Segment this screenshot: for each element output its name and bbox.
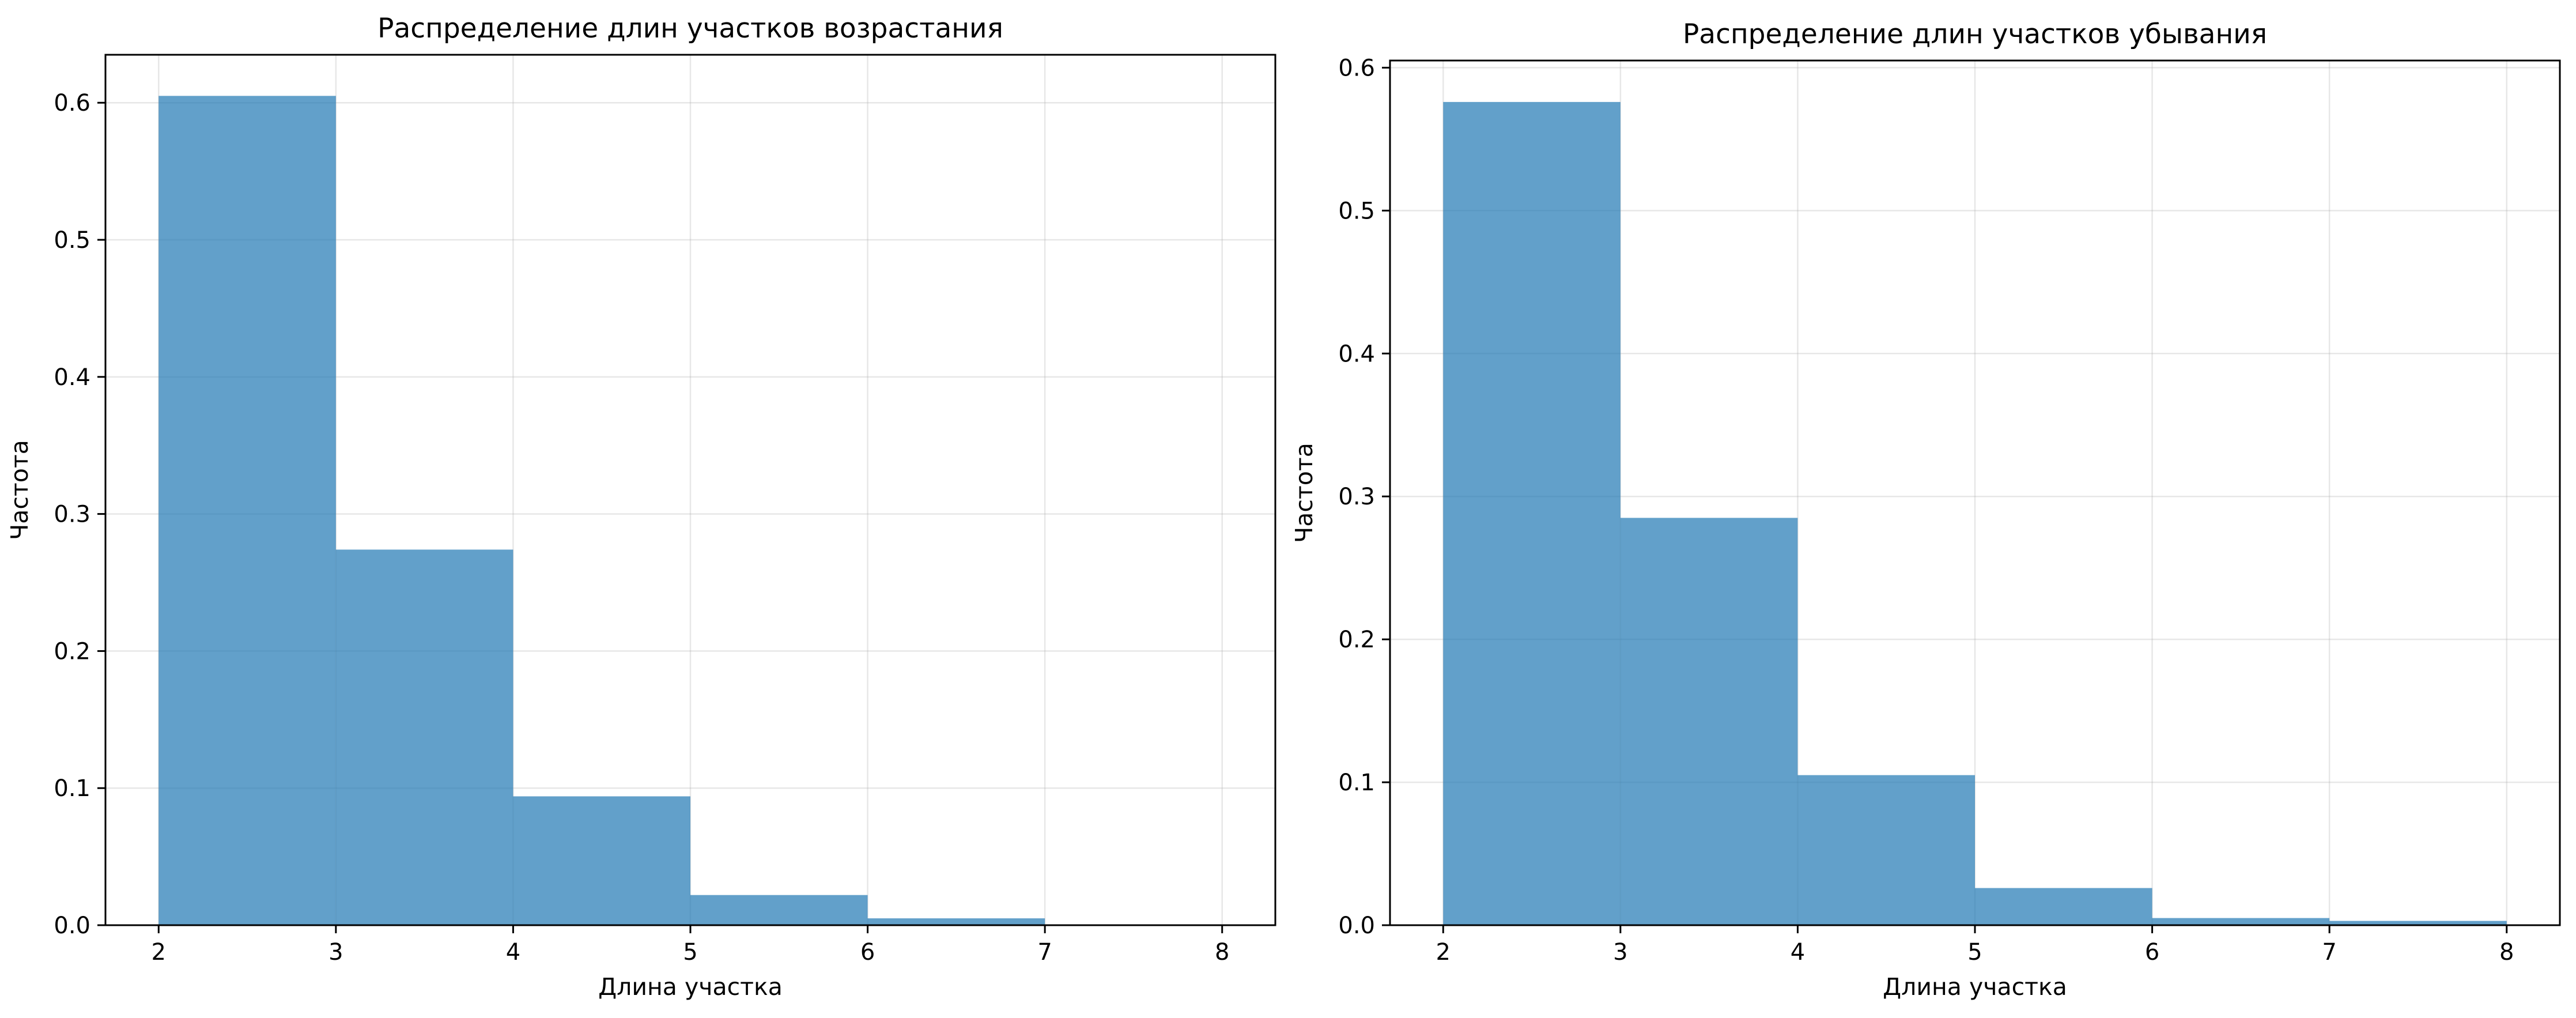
x-tick-label: 6: [860, 939, 875, 966]
histogram-bar: [1443, 101, 1621, 925]
histogram-bar: [158, 96, 336, 925]
x-tick-label: 3: [328, 939, 343, 966]
x-tick-label: 5: [683, 939, 697, 966]
x-tick-label: 2: [152, 939, 166, 966]
y-tick-label: 0.2: [1338, 627, 1375, 653]
x-tick-label: 4: [506, 939, 520, 966]
histogram-bar: [1620, 518, 1798, 925]
x-tick-label: 8: [1215, 939, 1229, 966]
histogram-bars: [158, 96, 1045, 925]
y-tick-label: 0.6: [54, 90, 90, 116]
chart-decreasing-runs: 2 3 4 5 6 7 8 0.0 0.1 0.2 0.3 0.4 0.5 0.6 Распределени…: [1290, 18, 2561, 1001]
y-axis-label: Частота: [6, 440, 33, 540]
x-axis-label: Длина участка: [1883, 973, 2067, 1001]
y-tick-label: 0.5: [1338, 198, 1375, 224]
histogram-bars: [1443, 101, 2507, 925]
histogram-bar: [1975, 888, 2152, 925]
x-tick-label: 8: [2499, 939, 2514, 966]
y-tick-label: 0.5: [54, 227, 90, 254]
x-axis-label: Длина участка: [598, 973, 783, 1001]
histogram-bar: [335, 549, 513, 925]
histogram-bar: [1797, 775, 1975, 925]
chart-title: Распределение длин участков убывания: [1683, 18, 2267, 50]
y-tick-label: 0.1: [54, 775, 90, 802]
y-tick-label: 0.1: [1338, 770, 1375, 796]
x-tick-label: 4: [1791, 939, 1805, 966]
histogram-bar: [867, 918, 1045, 925]
x-tick-label: 3: [1613, 939, 1627, 966]
chart-title: Распределение длин участков возрастания: [377, 13, 1003, 44]
y-tick-label: 0.6: [1338, 55, 1375, 81]
x-tick-label: 6: [2145, 939, 2159, 966]
y-tick-label: 0.0: [54, 913, 90, 939]
histogram-bar: [2329, 921, 2507, 925]
x-tick-label: 2: [1436, 939, 1451, 966]
y-tick-label: 0.0: [1338, 913, 1375, 939]
y-tick-label: 0.3: [1338, 484, 1375, 510]
histogram-bar: [690, 895, 868, 925]
y-axis-label: Частота: [1290, 443, 1318, 543]
x-tick-label: 7: [2322, 939, 2336, 966]
chart-increasing-runs: 2 3 4 5 6 7 8 0.0 0.1 0.2 0.3 0.4 0.5 0.6 Распределени…: [6, 13, 1276, 1001]
histogram-bar: [2152, 918, 2330, 925]
y-tick-label: 0.4: [1338, 341, 1375, 367]
y-tick-label: 0.2: [54, 638, 90, 665]
x-tick-label: 7: [1037, 939, 1052, 966]
y-tick-label: 0.4: [54, 364, 90, 391]
y-tick-label: 0.3: [54, 502, 90, 528]
histogram-bar: [513, 796, 690, 925]
x-tick-label: 5: [1967, 939, 1982, 966]
